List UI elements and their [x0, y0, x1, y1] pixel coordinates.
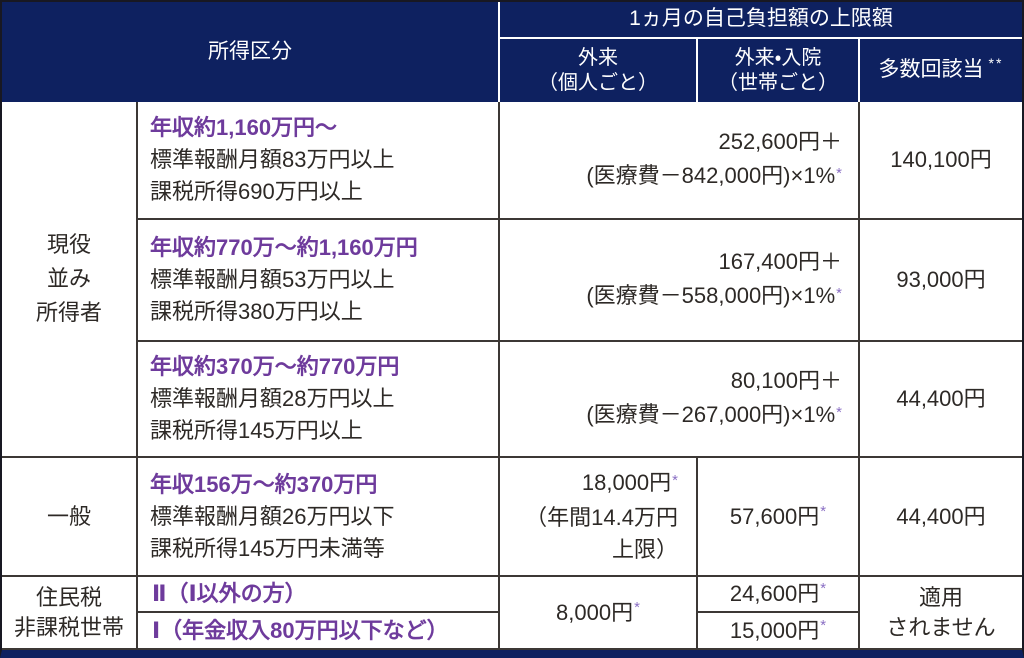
header-col-multiple-note: **: [988, 55, 1004, 72]
bracket-row-1: 年収約1,160万円～ 標準報酬月額83万円以上 課税所得690万円以上: [138, 102, 500, 220]
cap-cell-2: 167,400円＋ (医療費－558,000円)×1%*: [500, 220, 860, 342]
cap-cell-2-formula: 167,400円＋ (医療費－558,000円)×1%*: [586, 245, 858, 316]
general-outpatient-text: 18,000円* （年間14.4万円 上限）: [525, 467, 696, 566]
general-outpatient-line1: 18,000円*: [581, 470, 678, 495]
exempt-household-cell-1: 15,000円 *: [698, 613, 860, 650]
cap-cell-1: 252,600円＋ (医療費－842,000円)×1%*: [500, 102, 860, 220]
exempt-multiple-text: 適用 されません: [886, 584, 996, 640]
general-household-cell: 57,600円 *: [698, 458, 860, 577]
asterisk-note: *: [836, 284, 842, 302]
bracket-row-general: 年収156万～約370万円 標準報酬月額26万円以下 課税所得145万円未満等: [138, 458, 500, 577]
exempt-household-value-1: 15,000円: [729, 617, 820, 643]
bracket-row-2-line3: 課税所得380万円以上: [150, 299, 363, 324]
exempt-household-cell-2: 24,600円 *: [698, 577, 860, 613]
bracket-row-3-text: 年収約370万～約770万円 標準報酬月額28万円以上 課税所得145万円以上: [150, 351, 399, 447]
bracket-row-1-title: 年収約1,160万円～: [150, 115, 338, 140]
general-outpatient-line2: （年間14.4万円: [525, 505, 678, 530]
header-income-category-label: 所得区分: [208, 39, 292, 63]
multiple-cell-2: 93,000円: [860, 220, 1022, 342]
multiple-cell-2-value: 93,000円: [896, 267, 986, 293]
general-outpatient-line3: 上限）: [611, 537, 678, 562]
general-multiple-cell: 44,400円: [860, 458, 1022, 577]
cap-cell-3-line1: 80,100円＋: [730, 367, 842, 393]
exempt-outpatient-value: 8,000円: [556, 599, 634, 625]
bracket-row-2-text: 年収約770万～約1,160万円 標準報酬月額53万円以上 課税所得380万円以…: [150, 232, 418, 328]
header-col-multiple: 多数回該当 **: [860, 39, 1022, 102]
header-monthly-cap-label: 1ヵ月の自己負担額の上限額: [629, 7, 893, 31]
multiple-cell-1: 140,100円: [860, 102, 1022, 220]
header-col-outpatient-inpatient: 外来・入院 （世帯ごと）: [698, 39, 860, 102]
bracket-row-3-line2: 標準報酬月額28万円以上: [150, 386, 395, 411]
exempt-multiple-cell: 適用 されません: [860, 577, 1022, 650]
cap-cell-3-formula: 80,100円＋ (医療費－267,000円)×1%*: [586, 364, 858, 435]
asterisk-note: *: [672, 472, 678, 489]
bracket-row-1-text: 年収約1,160万円～ 標準報酬月額83万円以上 課税所得690万円以上: [150, 112, 394, 208]
header-monthly-cap: 1ヵ月の自己負担額の上限額: [500, 2, 1022, 39]
group-general: 一般: [2, 458, 138, 577]
general-multiple-value: 44,400円: [896, 503, 986, 529]
bracket-row-2-line2: 標準報酬月額53万円以上: [150, 267, 395, 292]
group-senior-income-label: 現役 並み 所得者: [35, 232, 102, 325]
bracket-row-3-title: 年収約370万～約770万円: [150, 354, 400, 379]
bracket-row-general-line3: 課税所得145万円未満等: [150, 535, 385, 561]
cap-cell-1-line2: (医療費－842,000円)×1%*: [586, 162, 842, 188]
exempt-label-1-text: Ⅰ（年金収入80万円以下など）: [152, 617, 449, 643]
asterisk-note: *: [820, 502, 827, 520]
asterisk-note: *: [634, 598, 640, 616]
bracket-row-2: 年収約770万～約1,160万円 標準報酬月額53万円以上 課税所得380万円以…: [138, 220, 500, 342]
asterisk-note: *: [820, 616, 827, 634]
multiple-cell-1-value: 140,100円: [890, 147, 992, 173]
bracket-row-3-line3: 課税所得145万円以上: [150, 418, 363, 443]
group-tax-exempt-label: 住民税 非課税世帯: [13, 584, 124, 640]
exempt-outpatient-cell: 8,000円 *: [500, 577, 698, 650]
bracket-row-general-line2: 標準報酬月額26万円以下: [150, 503, 395, 529]
bracket-row-3: 年収約370万～約770万円 標準報酬月額28万円以上 課税所得145万円以上: [138, 342, 500, 458]
header-income-category: 所得区分: [2, 2, 500, 102]
bracket-row-general-title: 年収156万～約370万円: [150, 471, 378, 497]
exempt-label-2-text: Ⅱ（Ⅰ以外の方）: [152, 581, 307, 607]
asterisk-note: *: [836, 164, 842, 182]
header-col-outpatient: 外来 （個人ごと）: [500, 39, 698, 102]
bracket-row-2-title: 年収約770万～約1,160万円: [150, 235, 418, 260]
asterisk-note: *: [836, 403, 842, 421]
asterisk-note: *: [820, 580, 827, 598]
group-general-label: 一般: [46, 503, 91, 529]
header-col-outpatient-inpatient-label: 外来・入院 （世帯ごと）: [718, 46, 838, 94]
exempt-household-value-2: 24,600円: [729, 581, 820, 607]
general-outpatient-cell: 18,000円* （年間14.4万円 上限）: [500, 458, 698, 577]
cap-cell-2-line2: (医療費－558,000円)×1%*: [586, 282, 842, 308]
bracket-row-1-line2: 標準報酬月額83万円以上: [150, 147, 395, 172]
header-col-outpatient-label: 外来 （個人ごと）: [538, 46, 658, 94]
group-senior-income: 現役 並み 所得者: [2, 102, 138, 458]
cap-cell-2-line1: 167,400円＋: [718, 248, 842, 274]
bracket-row-general-text: 年収156万～約370万円 標準報酬月額26万円以下 課税所得145万円未満等: [150, 469, 394, 565]
exempt-label-2: Ⅱ（Ⅰ以外の方）: [138, 577, 500, 613]
cap-cell-3: 80,100円＋ (医療費－267,000円)×1%*: [500, 342, 860, 458]
group-tax-exempt: 住民税 非課税世帯: [2, 577, 138, 650]
multiple-cell-3-value: 44,400円: [896, 386, 986, 412]
header-col-multiple-label: 多数回該当: [878, 58, 984, 82]
cap-cell-3-line2: (医療費－267,000円)×1%*: [586, 401, 842, 427]
exempt-label-1: Ⅰ（年金収入80万円以下など）: [138, 613, 500, 650]
cap-cell-1-line1: 252,600円＋: [718, 128, 842, 154]
cap-cell-1-formula: 252,600円＋ (医療費－842,000円)×1%*: [586, 125, 858, 196]
bracket-row-1-line3: 課税所得690万円以上: [150, 179, 363, 204]
general-household-value: 57,600円: [729, 503, 820, 529]
multiple-cell-3: 44,400円: [860, 342, 1022, 458]
